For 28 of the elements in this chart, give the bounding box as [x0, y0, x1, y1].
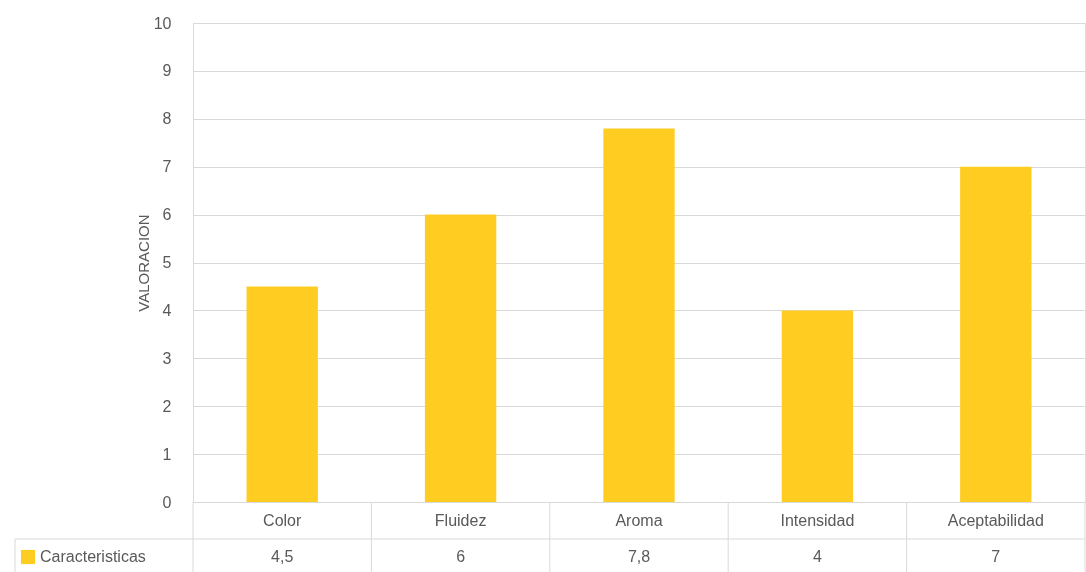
- data-label: 6: [456, 548, 466, 565]
- legend-label: Caracteristicas: [40, 548, 146, 565]
- y-axis-title: VALORACION: [134, 214, 152, 312]
- y-tick-label: 3: [162, 349, 172, 367]
- bar: [424, 214, 497, 502]
- y-tick-label: 10: [153, 14, 172, 32]
- bar: [781, 310, 854, 502]
- y-tick-label: 5: [162, 254, 172, 271]
- data-label: 4,5: [271, 548, 294, 565]
- y-tick-label: 8: [162, 110, 172, 128]
- bar: [603, 128, 675, 502]
- y-tick-label: 2: [162, 397, 172, 415]
- y-tick-label: 0: [162, 493, 172, 511]
- y-tick-label: 6: [162, 206, 172, 224]
- y-tick-label: 7: [162, 158, 172, 176]
- y-tick-label: 1: [162, 445, 172, 463]
- x-tick-label: Color: [263, 512, 302, 529]
- x-tick-label: Fluidez: [434, 512, 487, 529]
- x-tick-label: Intensidad: [780, 512, 855, 529]
- data-label: 4: [812, 548, 822, 565]
- y-tick-label: 4: [162, 301, 172, 319]
- bar: [246, 286, 318, 502]
- x-tick-label: Aceptabilidad: [947, 512, 1044, 529]
- y-tick-label: 9: [162, 62, 172, 80]
- x-tick-label: Aroma: [615, 512, 663, 529]
- bar: [960, 166, 1032, 502]
- data-label: 7,8: [627, 548, 651, 565]
- data-label: 7: [991, 548, 1001, 565]
